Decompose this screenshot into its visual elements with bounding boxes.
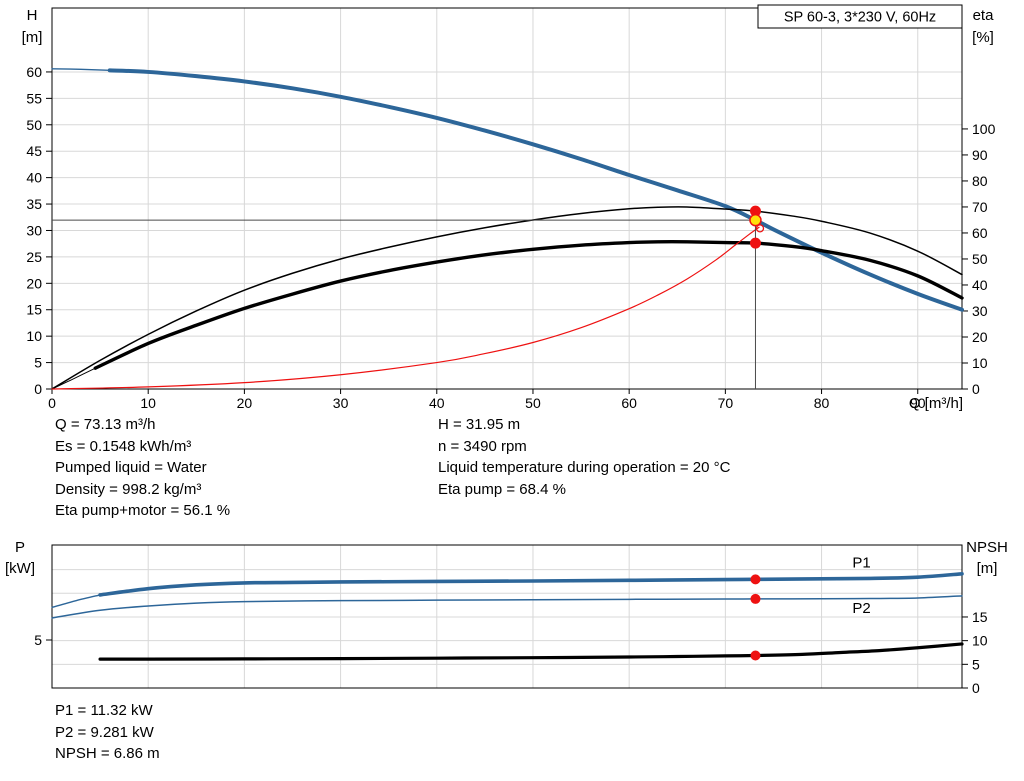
es-duty-ring-marker[interactable] — [755, 224, 765, 233]
left-axis-tick-label: 35 — [26, 196, 42, 212]
x-axis-tick-label: 30 — [333, 395, 349, 411]
eta-pump-duty-marker[interactable] — [749, 205, 761, 217]
x-axis-tick-label: 0 — [48, 395, 56, 411]
result-flow: Q = 73.13 m³/h — [55, 416, 156, 433]
result-head: H = 31.95 m — [438, 416, 521, 433]
results-top-left: Q = 73.13 m³/h Es = 0.1548 kWh/m³ Pumped… — [55, 414, 230, 522]
axis-title: [m] — [22, 29, 43, 46]
axis-title: [m] — [977, 560, 998, 577]
x-axis-tick-label: 90 — [910, 395, 926, 411]
series-label-p2: P2 — [852, 600, 870, 617]
left-axis-tick-label: 60 — [26, 64, 42, 80]
left-axis-tick-label: 15 — [26, 302, 42, 318]
x-axis-tick-label: 20 — [237, 395, 253, 411]
axis-title: eta — [973, 7, 995, 24]
right-axis-tick-label: 10 — [972, 633, 988, 649]
axis-title: P — [15, 539, 25, 556]
p1-duty-marker[interactable] — [750, 574, 761, 585]
eta-pump-motor-lead[interactable] — [51, 367, 96, 390]
result-speed: n = 3490 rpm — [438, 437, 527, 455]
left-axis-tick-label: 50 — [26, 117, 42, 133]
right-axis-tick-label: 40 — [972, 277, 988, 293]
x-axis-tick-label: 50 — [525, 395, 541, 411]
npsh-duty-marker[interactable] — [750, 650, 761, 661]
h-curve[interactable] — [107, 68, 964, 312]
result-pumped-liquid: Pumped liquid = Water — [55, 459, 207, 476]
p1-curve[interactable] — [98, 571, 964, 597]
right-axis-tick-label: 30 — [972, 303, 988, 319]
eta-pump-motor-curve[interactable] — [93, 240, 964, 370]
right-axis-tick-label: 70 — [972, 199, 988, 215]
series-label-p1: P1 — [852, 555, 870, 572]
axis-title: [kW] — [5, 560, 35, 577]
es-curve[interactable] — [51, 226, 760, 390]
result-npsh: NPSH = 6.86 m — [55, 745, 160, 762]
result-p1: P1 = 11.32 kW — [55, 702, 153, 719]
left-axis-tick-label: 10 — [26, 328, 42, 344]
h-curve-lead[interactable] — [51, 68, 111, 72]
axis-title: [%] — [972, 29, 994, 46]
right-axis-tick-label: 20 — [972, 329, 988, 345]
npsh-curve[interactable] — [98, 642, 964, 661]
results-top-right: H = 31.95 m n = 3490 rpm Liquid temperat… — [438, 414, 730, 500]
left-axis-tick-label: 25 — [26, 249, 42, 265]
plot-frame — [51, 7, 963, 390]
left-axis-tick-label: 0 — [34, 381, 42, 397]
x-axis-tick-label: 10 — [140, 395, 156, 411]
right-axis-tick-label: 15 — [972, 609, 988, 625]
left-axis-tick-label: 45 — [26, 143, 42, 159]
pump-title-box — [757, 4, 963, 29]
right-axis-tick-label: 100 — [972, 121, 996, 137]
axis-title: H — [27, 7, 38, 24]
duty-point-marker[interactable] — [749, 213, 762, 227]
left-axis-tick-label: 20 — [26, 275, 42, 291]
result-liquid-temperature: Liquid temperature during operation = 20… — [438, 459, 731, 476]
x-axis-tick-label: 70 — [718, 395, 734, 411]
right-axis-tick-label: 5 — [972, 656, 980, 672]
result-specific-energy: Es = 0.1548 kWh/m³ — [55, 437, 192, 455]
x-axis-tick-label: 80 — [814, 395, 830, 411]
result-eta-pump: Eta pump = 68.4 % — [438, 480, 566, 498]
left-axis-tick-label: 5 — [34, 632, 42, 648]
results-bottom: P1 = 11.32 kW P2 = 9.281 kW NPSH = 6.86 … — [55, 700, 160, 765]
right-axis-tick-label: 50 — [972, 251, 988, 267]
x-axis-tick-label: 40 — [429, 395, 445, 411]
left-axis-tick-label: 55 — [26, 90, 42, 106]
left-axis-tick-label: 30 — [26, 222, 42, 238]
eta-pump-curve[interactable] — [51, 206, 963, 390]
left-axis-tick-label: 40 — [26, 170, 42, 186]
eta-pump-motor-duty-marker[interactable] — [749, 237, 761, 249]
pump-title-label: SP 60-3, 3*230 V, 60Hz — [784, 10, 936, 26]
p2-curve[interactable] — [51, 595, 963, 619]
left-axis-tick-label: 5 — [34, 355, 42, 371]
right-axis-tick-label: 0 — [972, 381, 980, 397]
right-axis-tick-label: 10 — [972, 355, 988, 371]
right-axis-tick-label: 0 — [972, 680, 980, 696]
p2-duty-marker[interactable] — [750, 593, 761, 604]
axis-title: NPSH — [966, 539, 1008, 556]
result-p2: P2 = 9.281 kW — [55, 723, 154, 741]
x-axis-tick-label: 60 — [621, 395, 637, 411]
right-axis-tick-label: 80 — [972, 173, 988, 189]
result-eta-pump-motor: Eta pump+motor = 56.1 % — [55, 502, 231, 519]
result-density: Density = 998.2 kg/m³ — [55, 480, 202, 498]
right-axis-tick-label: 90 — [972, 147, 988, 163]
axis-title: Q [m³/h] — [909, 395, 963, 412]
right-axis-tick-label: 60 — [972, 225, 988, 241]
p1-curve-lead[interactable] — [51, 594, 101, 609]
